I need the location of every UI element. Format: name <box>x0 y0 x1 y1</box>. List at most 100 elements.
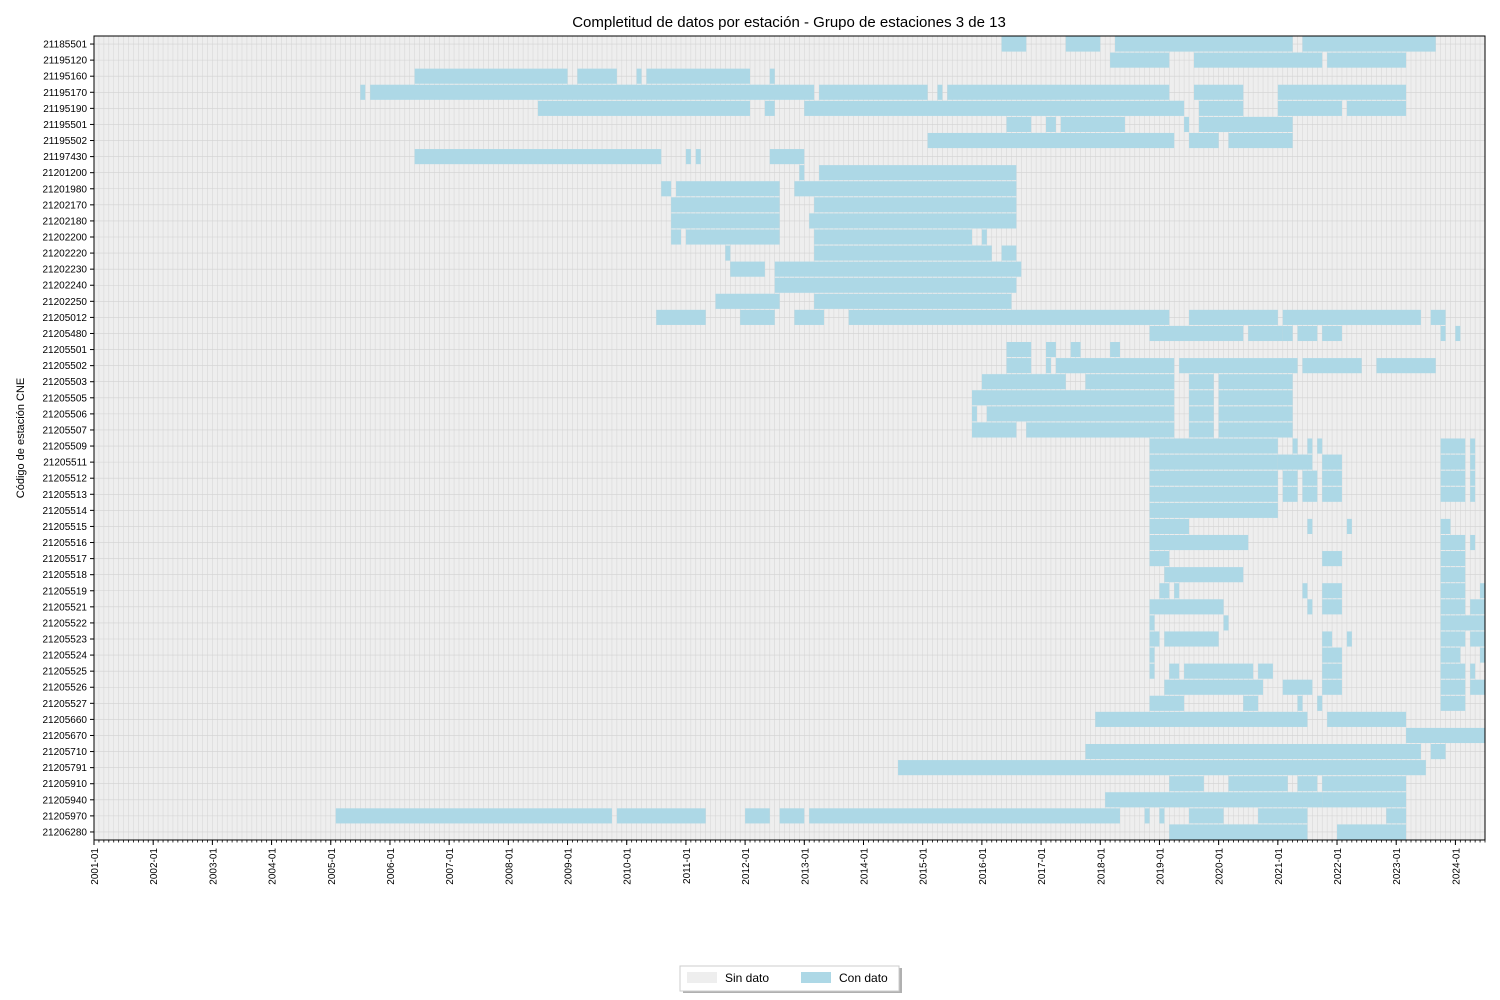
x-tick-label: 2012-01 <box>741 848 752 885</box>
data-bar-21205526 <box>1322 679 1342 695</box>
data-bar-21202180 <box>671 213 780 229</box>
y-tick-label: 21205526 <box>43 683 88 694</box>
data-bar-21205660 <box>1095 711 1308 727</box>
y-tick-label: 21202220 <box>43 249 88 260</box>
y-tick-label: 21206280 <box>43 827 88 838</box>
x-tick-label: 2004-01 <box>268 848 279 885</box>
data-bar-21205526 <box>1282 679 1313 695</box>
data-bar-21205525 <box>1470 663 1476 679</box>
data-bar-21201200 <box>799 165 805 181</box>
data-bar-21205502 <box>1179 358 1298 374</box>
x-tick-label: 2003-01 <box>208 848 219 885</box>
y-tick-label: 21205525 <box>43 667 88 678</box>
data-bar-21205509 <box>1470 438 1476 454</box>
x-tick-label: 2009-01 <box>564 848 575 885</box>
data-bar-21205512 <box>1282 470 1298 486</box>
data-bar-21205506 <box>1218 406 1293 422</box>
data-bar-21202230 <box>774 261 1022 277</box>
data-bar-21205515 <box>1307 518 1313 534</box>
data-bar-21205502 <box>1045 358 1051 374</box>
x-tick-label: 2015-01 <box>919 848 930 885</box>
data-bar-21205521 <box>1440 599 1466 615</box>
data-bar-21195160 <box>414 68 568 84</box>
data-bar-21205521 <box>1322 599 1342 615</box>
data-bar-21202200 <box>685 229 780 245</box>
y-tick-label: 21205670 <box>43 731 88 742</box>
y-tick-label: 21205910 <box>43 779 88 790</box>
data-bar-21205940 <box>1322 792 1407 808</box>
data-bar-21205503 <box>1218 374 1293 390</box>
x-tick-label: 2020-01 <box>1215 848 1226 885</box>
data-bar-21205502 <box>1376 358 1436 374</box>
data-bar-21205512 <box>1322 470 1342 486</box>
data-bar-21205515 <box>1346 518 1352 534</box>
data-bar-21205505 <box>1218 390 1293 406</box>
data-bar-21205507 <box>1026 422 1175 438</box>
data-bar-21205513 <box>1470 486 1476 502</box>
data-bar-21195190 <box>1277 100 1342 116</box>
data-bar-21205012 <box>656 309 706 325</box>
data-bar-21205524 <box>1440 647 1461 663</box>
data-bar-21205506 <box>986 406 1175 422</box>
data-bar-21195190 <box>1198 100 1244 116</box>
x-tick-label: 2008-01 <box>504 848 515 885</box>
data-bar-21205517 <box>1149 551 1170 567</box>
data-bar-21205970 <box>1159 808 1165 824</box>
y-tick-label: 21205513 <box>43 490 88 501</box>
data-bar-21195160 <box>577 68 617 84</box>
data-bar-21195502 <box>1228 132 1293 149</box>
x-axis: 2001-01 2002-01 2003-01 2004-01 2005-01 2006-… <box>90 840 1486 885</box>
data-bar-21202220 <box>814 245 992 261</box>
data-bar-21195502 <box>927 132 1175 149</box>
data-bar-21205521 <box>1149 599 1224 615</box>
data-bar-21205525 <box>1169 663 1180 679</box>
data-bar-21201980 <box>661 181 672 197</box>
data-bar-21205513 <box>1149 486 1278 502</box>
data-bar-21195170 <box>1193 84 1244 100</box>
data-bar-21205970 <box>335 808 612 824</box>
data-bar-21195170 <box>947 84 1170 100</box>
data-bar-21195170 <box>360 84 366 100</box>
data-bar-21197430 <box>685 149 691 165</box>
data-bar-21185501 <box>1001 36 1027 52</box>
data-bar-21205522 <box>1149 615 1155 631</box>
y-tick-label: 21205970 <box>43 811 88 822</box>
data-bar-21202200 <box>981 229 987 245</box>
data-bar-21205521 <box>1470 599 1485 615</box>
data-bar-21195120 <box>1110 52 1170 68</box>
data-bar-21205970 <box>1386 808 1407 824</box>
y-tick-label: 21205511 <box>43 458 87 469</box>
data-bar-21205519 <box>1302 583 1308 599</box>
legend-swatch-con-dato <box>801 972 831 983</box>
data-bar-21202220 <box>725 245 731 261</box>
data-bar-21205522 <box>1223 615 1229 631</box>
data-bar-21205512 <box>1440 470 1466 486</box>
data-bar-21205506 <box>972 406 977 422</box>
x-tick-label: 2001-01 <box>90 848 101 885</box>
y-tick-label: 21205518 <box>43 570 88 581</box>
data-bar-21205509 <box>1440 438 1466 454</box>
data-bar-21205970 <box>1144 808 1150 824</box>
data-bars <box>335 36 1485 840</box>
y-tick-label: 21201980 <box>43 184 88 195</box>
data-bar-21195120 <box>1327 52 1407 68</box>
y-tick-label: 21195120 <box>43 56 87 67</box>
x-tick-label: 2018-01 <box>1096 848 1107 885</box>
data-bar-21205970 <box>745 808 770 824</box>
y-tick-label: 21195170 <box>43 88 87 99</box>
data-bar-21201200 <box>819 165 1017 181</box>
data-bar-21205910 <box>1297 776 1318 792</box>
data-bar-21205501 <box>1070 342 1081 358</box>
data-bar-21205516 <box>1440 534 1466 551</box>
data-bar-21205012 <box>1189 309 1278 325</box>
y-tick-label: 21202240 <box>43 281 88 292</box>
data-bar-21205525 <box>1440 663 1466 679</box>
data-bar-21205970 <box>616 808 706 824</box>
data-bar-21205509 <box>1292 438 1298 454</box>
data-bar-21202250 <box>814 293 1012 309</box>
data-bar-21205512 <box>1302 470 1318 486</box>
data-bar-21195190 <box>764 100 775 116</box>
data-bar-21205480 <box>1440 325 1446 342</box>
legend: Sin dato Con dato <box>679 965 902 993</box>
x-tick-label: 2017-01 <box>1037 848 1048 885</box>
